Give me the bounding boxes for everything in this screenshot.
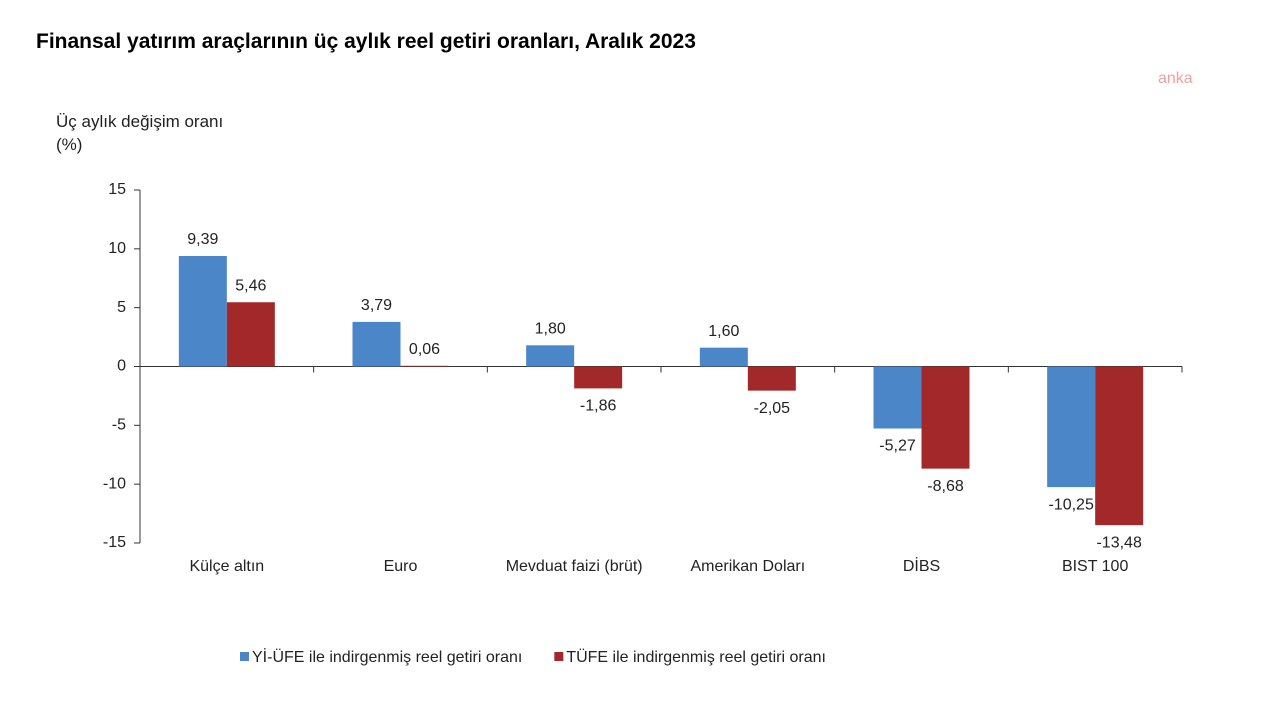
data-label: 0,06 — [409, 341, 440, 358]
y-tick-label: -15 — [103, 534, 126, 551]
bar — [526, 345, 575, 367]
x-tick-label: Külçe altın — [189, 558, 265, 575]
x-tick-label: Mevduat faizi (brüt) — [505, 558, 643, 575]
data-label: 9,39 — [187, 231, 218, 248]
bar — [921, 366, 970, 469]
x-tick-label: BIST 100 — [1061, 558, 1129, 575]
bar — [1095, 366, 1144, 526]
y-tick-label: 15 — [108, 181, 126, 198]
bar — [699, 347, 748, 367]
x-tick-label: Amerikan Doları — [690, 558, 806, 575]
bar — [873, 366, 922, 429]
data-label: -1,86 — [580, 398, 617, 415]
data-label: 5,46 — [235, 277, 266, 294]
y-axis-label: Üç aylık değişim oranı (%) — [56, 112, 224, 154]
data-label: -5,27 — [879, 438, 916, 455]
bar — [747, 366, 796, 391]
legend-label: TÜFE ile indirgenmiş reel getiri oranı — [566, 648, 826, 666]
legend-swatch — [554, 652, 564, 661]
data-label: 1,80 — [535, 321, 566, 338]
y-tick-label: 0 — [117, 358, 126, 375]
data-label: -13,48 — [1096, 534, 1141, 551]
legend-label: Yİ-ÜFE ile indirgenmiş reel getiri oranı — [252, 647, 522, 666]
data-label: -10,25 — [1048, 496, 1093, 513]
data-label: 3,79 — [361, 297, 392, 314]
data-label: -8,68 — [927, 478, 964, 495]
y-tick-label: -5 — [112, 417, 126, 434]
bar — [352, 321, 401, 367]
bar — [178, 256, 227, 367]
x-tick-label: DİBS — [902, 558, 941, 575]
legend-swatch — [240, 652, 249, 661]
chart-title: Finansal yatırım araçlarının üç aylık re… — [36, 30, 696, 53]
bar — [1047, 366, 1096, 488]
x-tick-label: Euro — [383, 558, 418, 575]
bar — [400, 365, 449, 367]
data-label: 1,60 — [708, 323, 739, 340]
y-tick-label: -10 — [103, 475, 126, 492]
bar — [574, 366, 623, 389]
data-label: -2,05 — [754, 400, 791, 417]
y-tick-label: 5 — [117, 299, 126, 316]
bar — [226, 302, 275, 367]
y-tick-label: 10 — [108, 240, 126, 257]
watermark: anka — [1158, 70, 1193, 87]
